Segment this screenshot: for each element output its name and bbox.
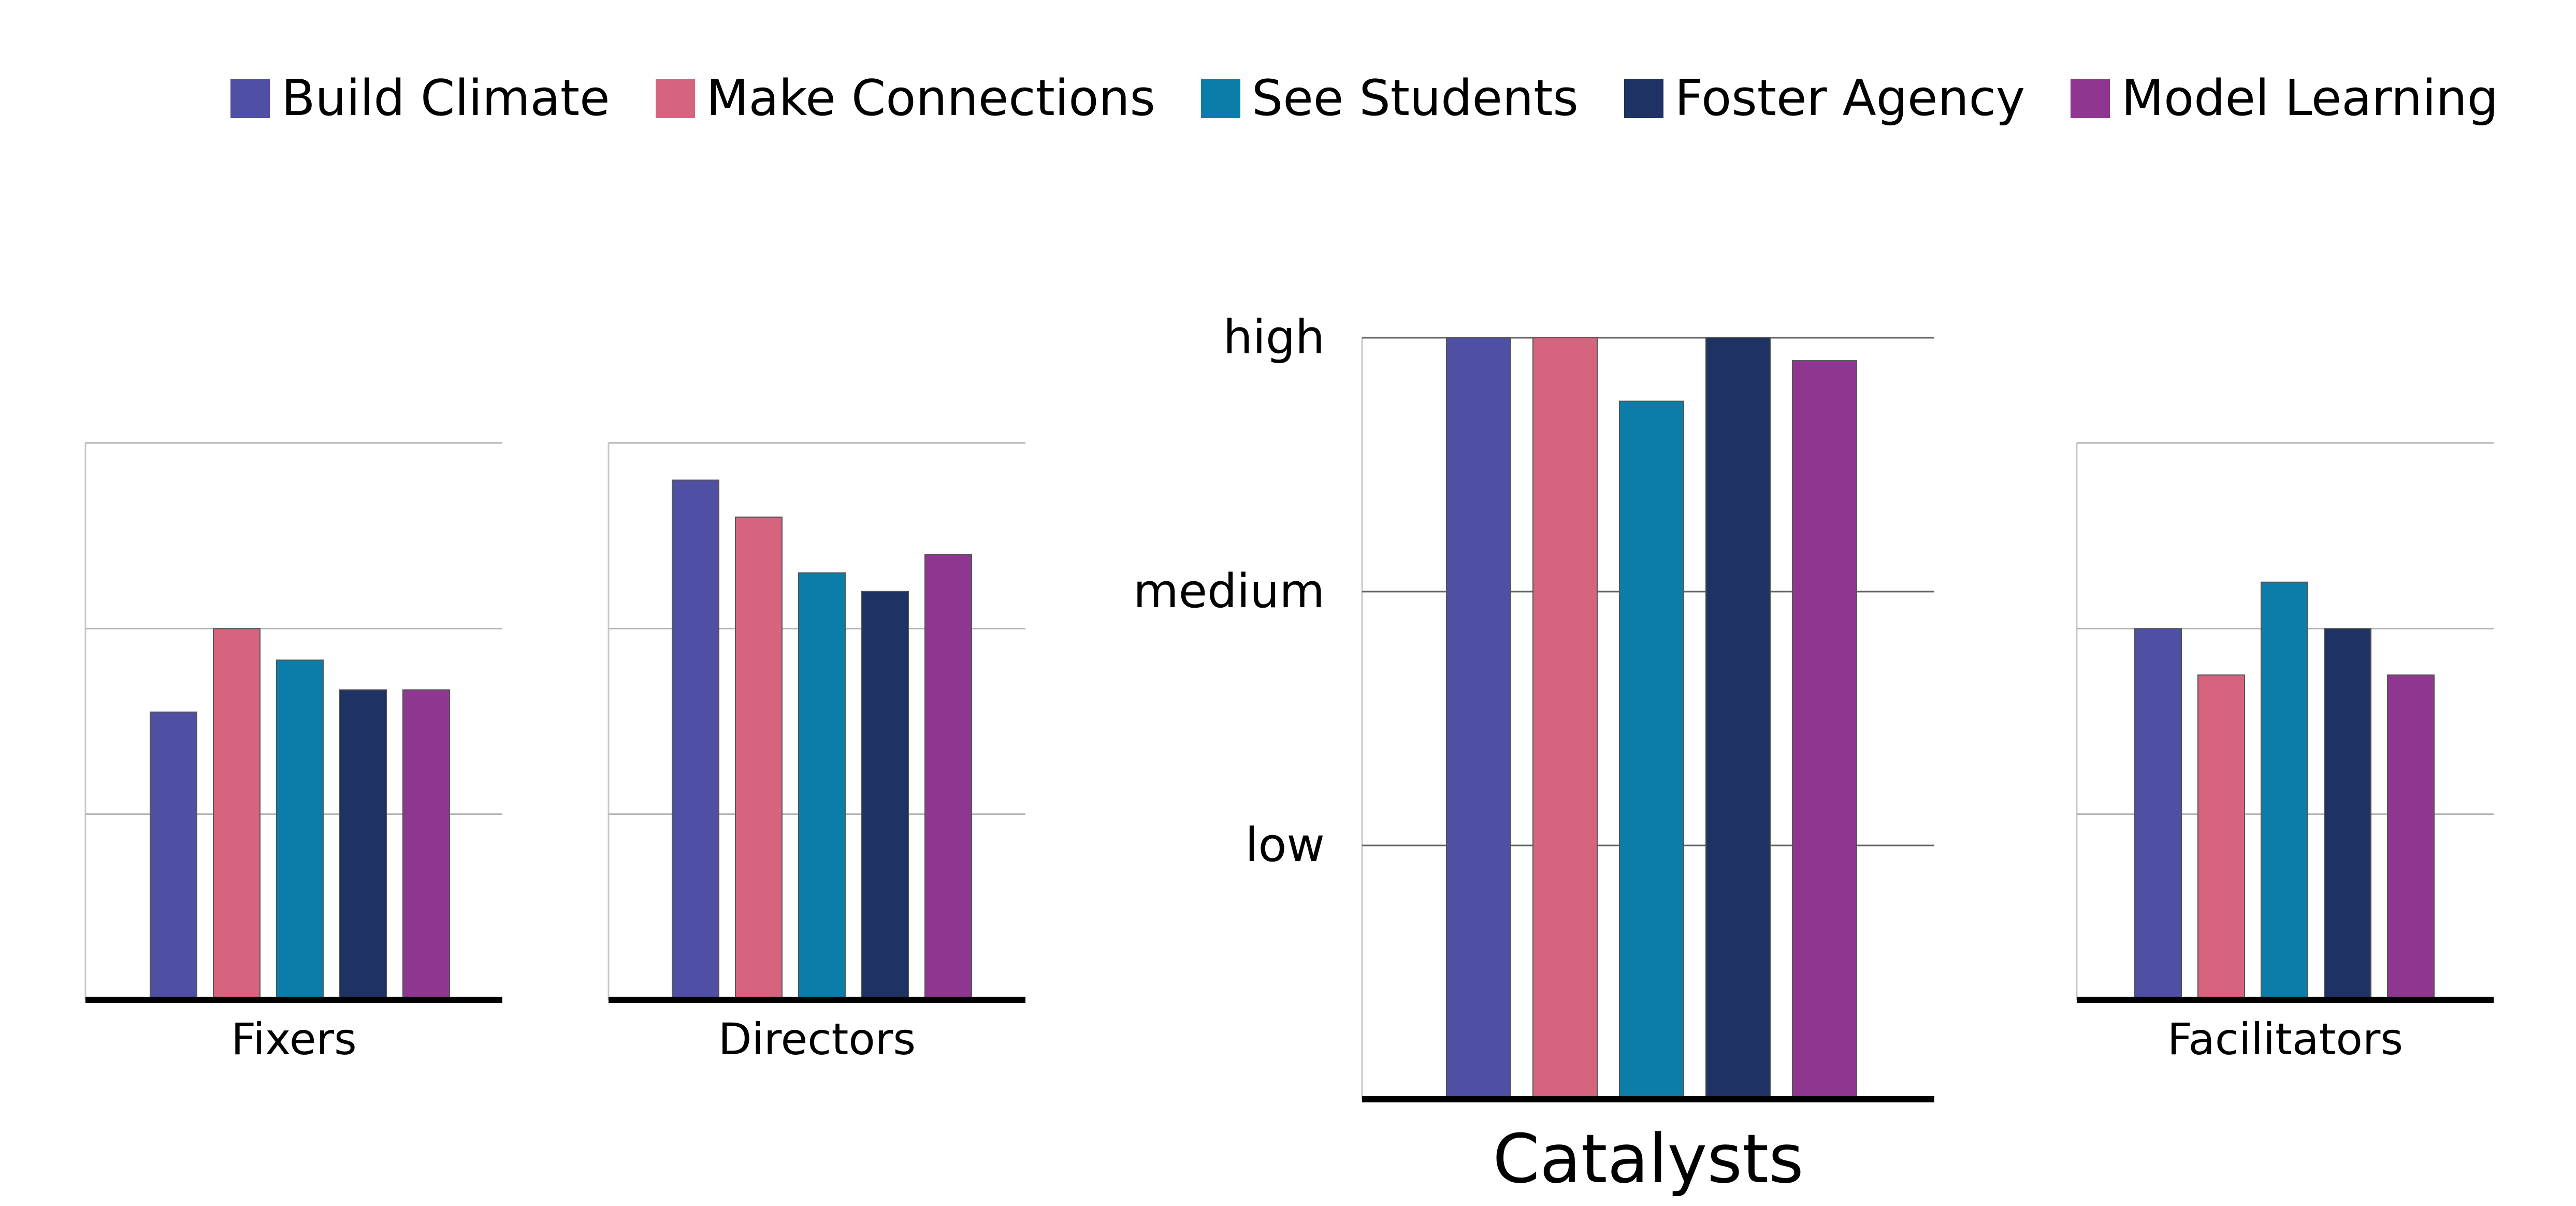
- legend-item-build-climate: Build Climate: [230, 74, 610, 123]
- catalysts-title: Catalysts: [1493, 1119, 1804, 1198]
- catalysts-bar-make-connections: [1532, 337, 1598, 1100]
- directors-bar-see-students: [798, 572, 846, 1001]
- legend-item-model-learning: Model Learning: [2071, 74, 2498, 123]
- directors-bar-make-connections: [735, 516, 783, 1000]
- catalysts-bar-see-students: [1619, 400, 1684, 1100]
- legend-item-make-connections: Make Connections: [655, 69, 1156, 127]
- catalysts-tick-label-medium: medium: [1133, 564, 1325, 619]
- fixers-bar-foster-agency: [339, 689, 387, 1001]
- catalysts-tick-label-low: low: [1245, 818, 1325, 872]
- legend-label-see-students: See Students: [1252, 69, 1579, 127]
- legend: Build Climate Make Connections See Stude…: [230, 67, 2498, 130]
- facilitators-bar-model-learning: [2387, 674, 2435, 1000]
- fixers-bar-make-connections: [213, 628, 261, 1001]
- legend-swatch-see-students: [1201, 79, 1241, 118]
- facilitators-bar-make-connections: [2197, 674, 2245, 1000]
- legend-item-foster-agency: Foster Agency: [1624, 74, 2025, 123]
- fixers-bar-build-climate: [150, 711, 197, 1001]
- legend-swatch-make-connections: [655, 79, 695, 118]
- legend-label-model-learning: Model Learning: [2121, 69, 2498, 127]
- fixers-title: Fixers: [231, 1014, 357, 1065]
- legend-swatch-model-learning: [2071, 79, 2110, 118]
- legend-label-foster-agency: Foster Agency: [1674, 69, 2025, 127]
- directors-bar-foster-agency: [861, 591, 909, 1000]
- fixers-bar-model-learning: [402, 689, 450, 1001]
- catalysts-bar-build-climate: [1446, 337, 1511, 1100]
- facilitators-bar-see-students: [2261, 581, 2308, 1000]
- legend-item-see-students: See Students: [1201, 74, 1579, 123]
- legend-label-build-climate: Build Climate: [281, 69, 610, 127]
- legend-swatch-build-climate: [230, 79, 270, 118]
- directors-bar-model-learning: [924, 554, 972, 1000]
- facilitators-title: Facilitators: [2167, 1014, 2403, 1065]
- fixers-bar-see-students: [276, 659, 324, 1000]
- legend-swatch-foster-agency: [1624, 79, 1663, 118]
- facilitators-bar-foster-agency: [2324, 628, 2371, 1001]
- catalysts-bar-foster-agency: [1705, 337, 1771, 1100]
- catalysts-tick-label-high: high: [1223, 310, 1325, 365]
- catalysts-bar-model-learning: [1792, 360, 1857, 1100]
- directors-title: Directors: [718, 1014, 916, 1065]
- legend-label-make-connections: Make Connections: [706, 69, 1156, 127]
- directors-bar-build-climate: [672, 479, 719, 1000]
- facilitators-bar-build-climate: [2134, 628, 2182, 1001]
